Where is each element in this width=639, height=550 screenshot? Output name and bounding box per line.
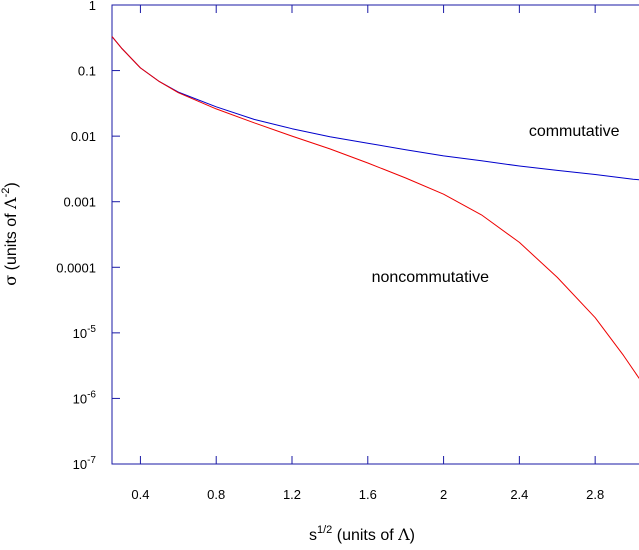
x-tick-label: 2.4 xyxy=(510,487,528,502)
series-line-noncommutative xyxy=(111,36,639,380)
x-tick-label: 2.8 xyxy=(586,487,604,502)
annotation-commutative: commutative xyxy=(529,123,620,140)
series-layer xyxy=(111,36,639,380)
series-line-commutative xyxy=(111,36,639,181)
x-tick-label: 1.6 xyxy=(359,487,377,502)
annotation-layer: commutative noncommutative xyxy=(372,123,620,286)
y-axis-label: σ (units of Λ-2) xyxy=(0,182,20,285)
y-tick-label: 10-6 xyxy=(73,389,97,406)
y-tick-label: 0.0001 xyxy=(56,260,96,275)
annotation-noncommutative: noncommutative xyxy=(372,269,489,286)
y-axis-ticks: 1 0.1 0.01 0.001 0.0001 10-5 10-6 10-7 xyxy=(56,0,120,472)
x-tick-label: 0.8 xyxy=(207,487,225,502)
plot-frame xyxy=(111,4,639,465)
x-tick-label: 1.2 xyxy=(283,487,301,502)
x-axis-ticks: 0.4 0.8 1.2 1.6 2 2.4 2.8 xyxy=(131,5,604,502)
y-tick-label: 1 xyxy=(89,0,96,13)
x-axis-label: s1/2 (units of Λ) xyxy=(309,524,415,544)
y-tick-label: 10-7 xyxy=(73,455,97,472)
x-tick-label: 2 xyxy=(440,487,447,502)
x-tick-label: 0.4 xyxy=(131,487,149,502)
y-tick-label: 10-5 xyxy=(73,324,97,341)
y-tick-label: 0.1 xyxy=(78,64,96,79)
y-tick-label: 0.001 xyxy=(63,195,96,210)
y-tick-label: 0.01 xyxy=(71,129,96,144)
